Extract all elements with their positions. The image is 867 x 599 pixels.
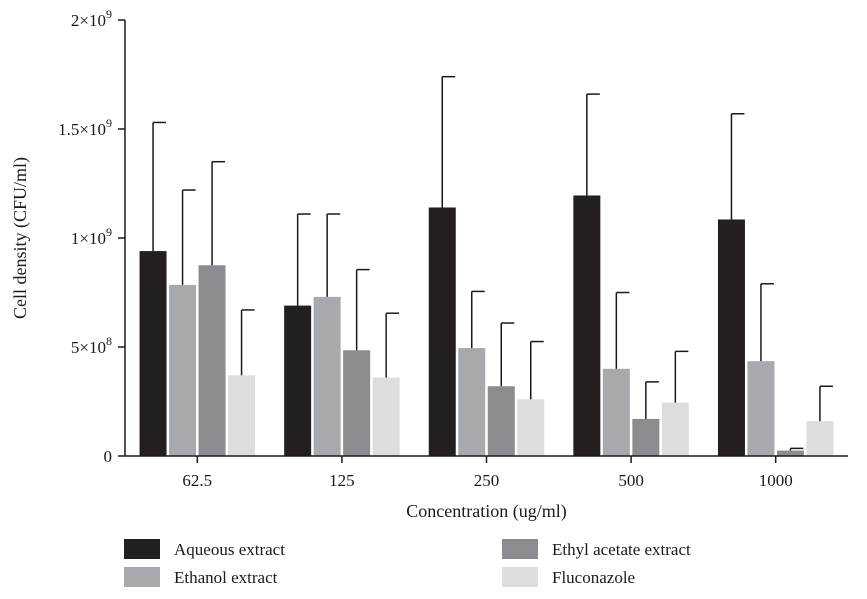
legend-label: Fluconazole — [552, 568, 635, 587]
x-tick-label: 125 — [329, 471, 355, 490]
error-bars-layer — [152, 75, 833, 451]
y-tick-label: 0 — [104, 447, 113, 466]
bar-fluconazole-250 — [517, 399, 545, 456]
bar-fluconazole-500 — [661, 402, 689, 456]
y-tick-label: 1×109 — [71, 225, 112, 248]
bar-aqueous-extract-500 — [573, 195, 601, 457]
legend-label: Aqueous extract — [174, 540, 285, 559]
legend-label: Ethyl acetate extract — [552, 540, 691, 559]
x-tick-label: 500 — [618, 471, 644, 490]
x-tick-label: 250 — [474, 471, 500, 490]
legend-label: Ethanol extract — [174, 568, 278, 587]
bar-aqueous-extract-1000 — [717, 219, 745, 456]
y-tick-label: 5×108 — [71, 334, 112, 357]
bar-fluconazole-125 — [372, 377, 400, 456]
axes-layer — [118, 19, 848, 463]
legend-swatch-aqueous-extract — [124, 539, 160, 559]
tick-labels-layer: 0 5×108 1×109 1.5×109 2×109 62.5 125 250 500 1000 — [58, 7, 793, 490]
bar-ethanol-extract-62.5 — [169, 284, 197, 456]
x-tick-label: 1000 — [759, 471, 793, 490]
bar-aqueous-extract-250 — [428, 207, 456, 456]
legend-swatch-ethanol-extract — [124, 567, 160, 587]
bar-aqueous-extract-62.5 — [139, 251, 167, 456]
bar-ethanol-extract-125 — [313, 296, 341, 456]
bar-ethyl-acetate-extract-1000 — [776, 450, 804, 456]
bar-ethanol-extract-250 — [458, 348, 486, 456]
y-axis-title: Cell density (CFU/ml) — [10, 157, 31, 319]
y-tick-label: 1.5×109 — [58, 116, 112, 139]
bar-fluconazole-62.5 — [228, 375, 256, 456]
bar-ethyl-acetate-extract-62.5 — [198, 265, 226, 456]
bar-ethyl-acetate-extract-250 — [487, 386, 515, 456]
bar-ethanol-extract-1000 — [747, 361, 775, 456]
legend: Aqueous extract Ethanol extract Ethyl acet… — [124, 539, 691, 587]
bar-ethanol-extract-500 — [602, 368, 630, 456]
bar-fluconazole-1000 — [806, 421, 834, 456]
bar-aqueous-extract-125 — [284, 305, 312, 456]
legend-swatch-fluconazole — [502, 567, 538, 587]
bar-ethyl-acetate-extract-500 — [632, 418, 660, 456]
x-tick-label: 62.5 — [182, 471, 212, 490]
bars-layer — [139, 195, 834, 457]
x-axis-title: Concentration (ug/ml) — [406, 501, 566, 522]
bar-ethyl-acetate-extract-125 — [343, 350, 371, 456]
y-tick-label: 2×109 — [71, 7, 112, 30]
legend-swatch-ethyl-acetate-extract — [502, 539, 538, 559]
